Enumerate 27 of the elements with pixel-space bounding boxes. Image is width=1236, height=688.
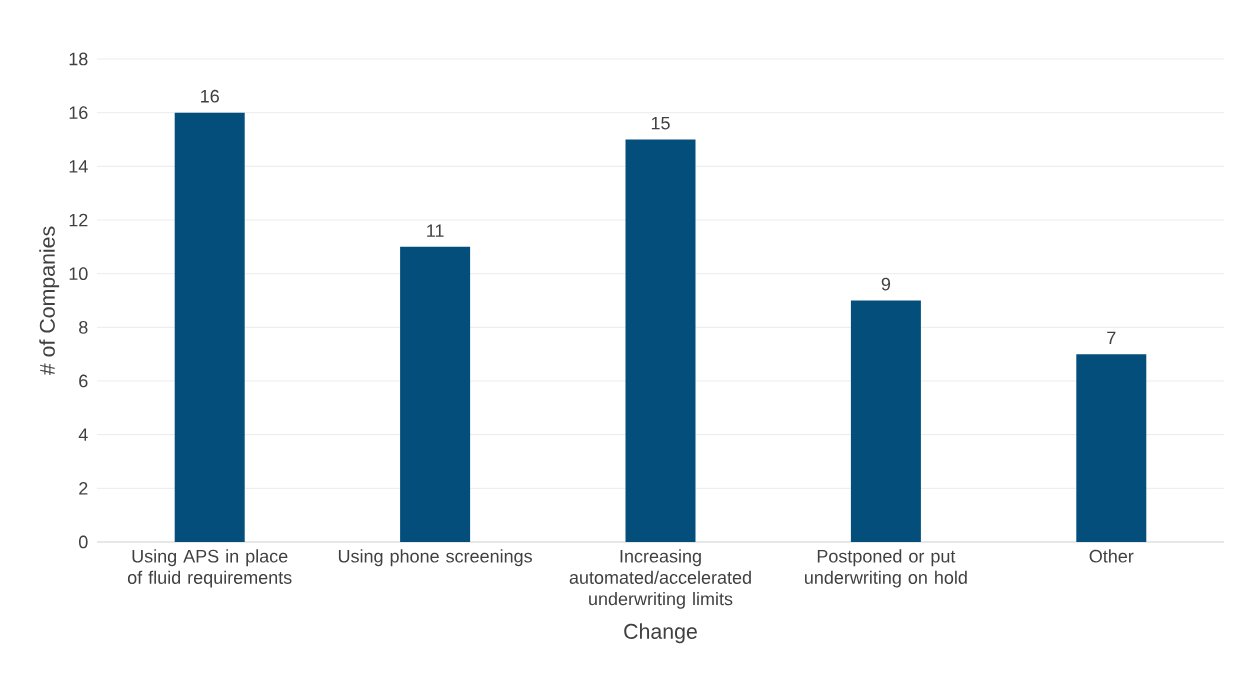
x-tick-label: Other [1089,549,1134,563]
bar [850,300,921,542]
y-tick-label: 12 [69,213,88,227]
y-tick-label: 14 [69,160,88,173]
y-tick-label: 16 [69,106,88,120]
y-axis-title: # of Companies [39,226,60,376]
y-tick-label: 2 [79,482,88,495]
data-label: 11 [427,224,444,237]
y-tick-label: 8 [79,320,88,334]
y-tick-label: 4 [78,428,88,441]
data-label: 16 [201,89,219,103]
x-tick-label: Postponed or put underwriting on hold [805,549,967,588]
bar [174,112,245,542]
data-label: 7 [1107,331,1116,345]
y-tick-label: 0 [79,535,88,549]
bar [625,139,696,542]
y-tick-label: 10 [69,267,88,281]
y-tick-label: 6 [79,374,88,388]
data-label: 9 [881,277,891,291]
y-tick-label: 18 [69,52,88,66]
bar [400,246,471,542]
x-tick-label: Using APS in place of fluid requirements [127,549,292,588]
x-tick-label: Increasing automated/accelerated underwriting limits [569,549,751,609]
x-axis-title: Change [624,623,697,644]
x-tick-label: Using phone screenings [338,549,532,567]
bar [1076,354,1147,542]
data-label: 15 [651,116,670,130]
